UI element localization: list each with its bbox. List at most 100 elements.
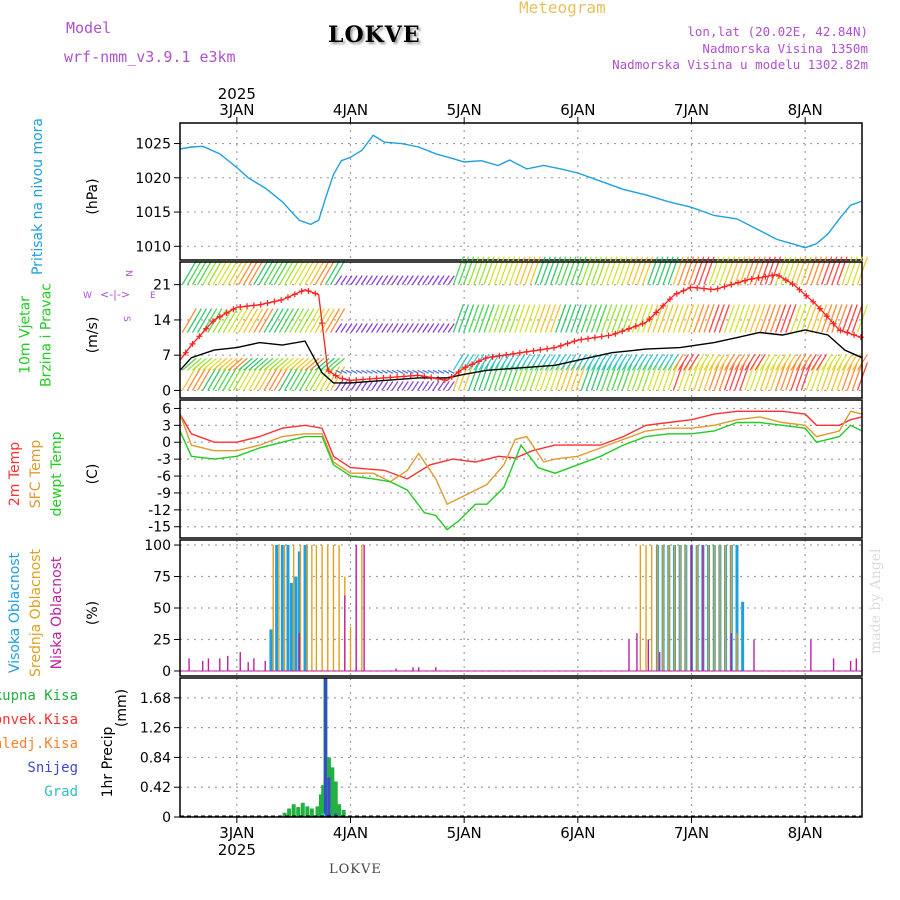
wind-barb bbox=[693, 353, 705, 371]
wind-barb bbox=[621, 256, 633, 285]
wind-barb bbox=[253, 308, 269, 333]
y-tick-label: 50 bbox=[153, 601, 171, 617]
wind-barb bbox=[570, 362, 582, 391]
wind-barb bbox=[580, 362, 592, 391]
wind-barb bbox=[248, 260, 264, 285]
wind-barb bbox=[769, 362, 782, 391]
wind-barb bbox=[197, 366, 213, 391]
wind-barb bbox=[595, 362, 608, 391]
wind-barb bbox=[503, 304, 516, 333]
axis-label: 10m Vjetar bbox=[18, 296, 34, 374]
wind-barb bbox=[841, 362, 853, 391]
wind-barb bbox=[718, 304, 730, 333]
wind-barb bbox=[345, 275, 353, 286]
wind-barb bbox=[703, 362, 715, 391]
wind-barb bbox=[468, 256, 480, 285]
wind-barb bbox=[391, 275, 399, 286]
wind-barb bbox=[406, 381, 414, 391]
wind-barb bbox=[764, 256, 776, 285]
wind-barb bbox=[815, 353, 828, 371]
wind-barb bbox=[258, 260, 274, 285]
axis-label: Brzina i Pravac bbox=[39, 283, 55, 387]
wind-barb bbox=[370, 323, 379, 333]
wind-barb bbox=[498, 304, 511, 333]
wind-barb bbox=[524, 256, 536, 285]
wind-barb bbox=[284, 366, 300, 391]
wind-barb bbox=[606, 304, 618, 333]
wind-barb bbox=[330, 308, 346, 333]
wind-barb bbox=[703, 353, 715, 371]
wind-barb bbox=[437, 369, 445, 374]
axis-label: 1hr Precip bbox=[100, 727, 116, 798]
wind-barb bbox=[427, 381, 435, 391]
wind-barb bbox=[371, 369, 378, 374]
wind-barb bbox=[821, 362, 833, 391]
wind-barb bbox=[606, 256, 618, 285]
wind-barb bbox=[478, 304, 490, 333]
wind-barb bbox=[432, 381, 440, 391]
wind-barb bbox=[376, 381, 384, 391]
wind-barb bbox=[509, 256, 521, 285]
wind-barb bbox=[729, 353, 741, 371]
wind-barb bbox=[217, 366, 233, 391]
wind-barb bbox=[207, 357, 223, 371]
wind-barb bbox=[406, 323, 414, 333]
wind-barb bbox=[355, 275, 363, 286]
wind-barb bbox=[805, 256, 817, 285]
series-2m-temp bbox=[179, 410, 863, 480]
wind-barb bbox=[289, 308, 305, 333]
wind-barb bbox=[324, 308, 341, 333]
wind-barb bbox=[350, 275, 358, 286]
wind-barb bbox=[785, 353, 797, 371]
compass-south: S bbox=[121, 316, 131, 322]
y-tick-label: 0 bbox=[162, 435, 171, 451]
wind-barb bbox=[631, 304, 644, 333]
wind-barb bbox=[662, 362, 674, 391]
wind-barb bbox=[611, 353, 623, 371]
wind-barb bbox=[616, 353, 628, 371]
wind-barb bbox=[795, 362, 807, 391]
wind-barb bbox=[309, 308, 325, 333]
precip-bar bbox=[334, 813, 338, 817]
wind-barb bbox=[181, 366, 197, 391]
precip-bar bbox=[321, 813, 326, 817]
wind-barb bbox=[693, 256, 705, 285]
series-niska-oblacnost bbox=[188, 545, 858, 671]
wind-barb bbox=[304, 308, 320, 333]
wind-barb bbox=[590, 353, 603, 371]
wind-barb bbox=[652, 304, 664, 333]
chart-title: Meteogram bbox=[519, 0, 606, 17]
credit-label: made by Angel bbox=[868, 548, 884, 655]
wind-barb bbox=[785, 304, 797, 333]
model-elevation-label: Nadmorska Visina u modelu 1302.82m bbox=[612, 57, 868, 72]
wind-barb bbox=[498, 362, 511, 391]
wind-barb bbox=[667, 256, 679, 285]
wind-barb bbox=[657, 353, 669, 371]
wind-barb bbox=[335, 369, 343, 374]
wind-barb bbox=[422, 323, 430, 333]
wind-barb bbox=[483, 256, 495, 285]
wind-barb bbox=[636, 256, 649, 285]
wind-barb bbox=[299, 366, 315, 391]
wind-barb bbox=[263, 366, 279, 391]
wind-barb bbox=[227, 357, 243, 371]
wind-barb bbox=[238, 357, 253, 371]
wind-barb bbox=[585, 362, 597, 391]
panel-cloud: 0 25 50 75 100 (%) Visoka Oblacnost Srednja Obl… bbox=[7, 538, 863, 680]
precip-bar bbox=[337, 804, 342, 817]
wind-barb bbox=[841, 353, 853, 371]
wind-barb bbox=[294, 357, 310, 371]
wind-barb bbox=[473, 304, 485, 333]
wind-barb bbox=[340, 275, 348, 286]
panel-frame bbox=[179, 399, 863, 539]
wind-barb bbox=[708, 304, 720, 333]
wind-barb bbox=[417, 323, 425, 333]
wind-barb bbox=[734, 304, 746, 333]
wind-barb bbox=[534, 304, 546, 333]
wind-barb bbox=[734, 362, 746, 391]
wind-barb bbox=[723, 256, 736, 285]
footer-station-label: LOKVE bbox=[329, 862, 382, 877]
wind-barb bbox=[462, 256, 475, 285]
wind-barb bbox=[432, 369, 440, 374]
y-tick-label: 0.42 bbox=[140, 780, 171, 796]
